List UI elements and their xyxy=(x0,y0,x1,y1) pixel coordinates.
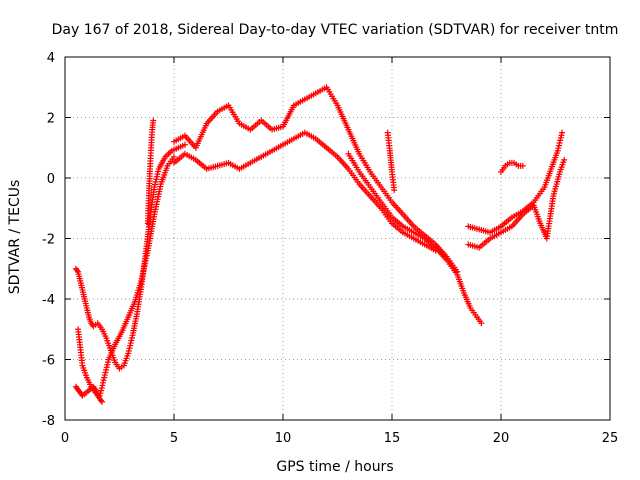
ticks: 0 5 10 15 20 25 -8 -6 -4 -2 0 2 4 xyxy=(42,51,618,446)
data-point xyxy=(478,320,485,327)
y-tick-label: -2 xyxy=(42,233,55,248)
x-tick-label: 10 xyxy=(275,431,292,446)
x-tick-label: 20 xyxy=(493,431,510,446)
data-point xyxy=(559,129,566,136)
y-tick-label: -8 xyxy=(42,414,55,429)
data-point xyxy=(181,141,188,148)
data-point xyxy=(150,117,157,124)
y-tick-label: 4 xyxy=(47,51,55,66)
x-tick-label: 25 xyxy=(602,431,619,446)
data-point xyxy=(561,156,568,163)
y-tick-label: -6 xyxy=(42,354,55,369)
data-point xyxy=(391,187,398,194)
y-tick-label: 0 xyxy=(47,172,55,187)
data-point xyxy=(171,153,177,160)
data-point xyxy=(519,162,526,169)
data-point xyxy=(99,398,106,405)
y-tick-label: 2 xyxy=(47,112,55,127)
data-points xyxy=(72,84,568,405)
chart-title: Day 167 of 2018, Sidereal Day-to-day VTE… xyxy=(52,22,619,38)
x-tick-label: 5 xyxy=(170,431,178,446)
y-tick-label: -4 xyxy=(42,293,55,308)
x-tick-label: 15 xyxy=(384,431,401,446)
x-axis-label: GPS time / hours xyxy=(276,459,393,475)
y-axis-label: SDTVAR / TECUs xyxy=(7,180,23,295)
x-tick-label: 0 xyxy=(61,431,69,446)
grid xyxy=(65,57,610,420)
